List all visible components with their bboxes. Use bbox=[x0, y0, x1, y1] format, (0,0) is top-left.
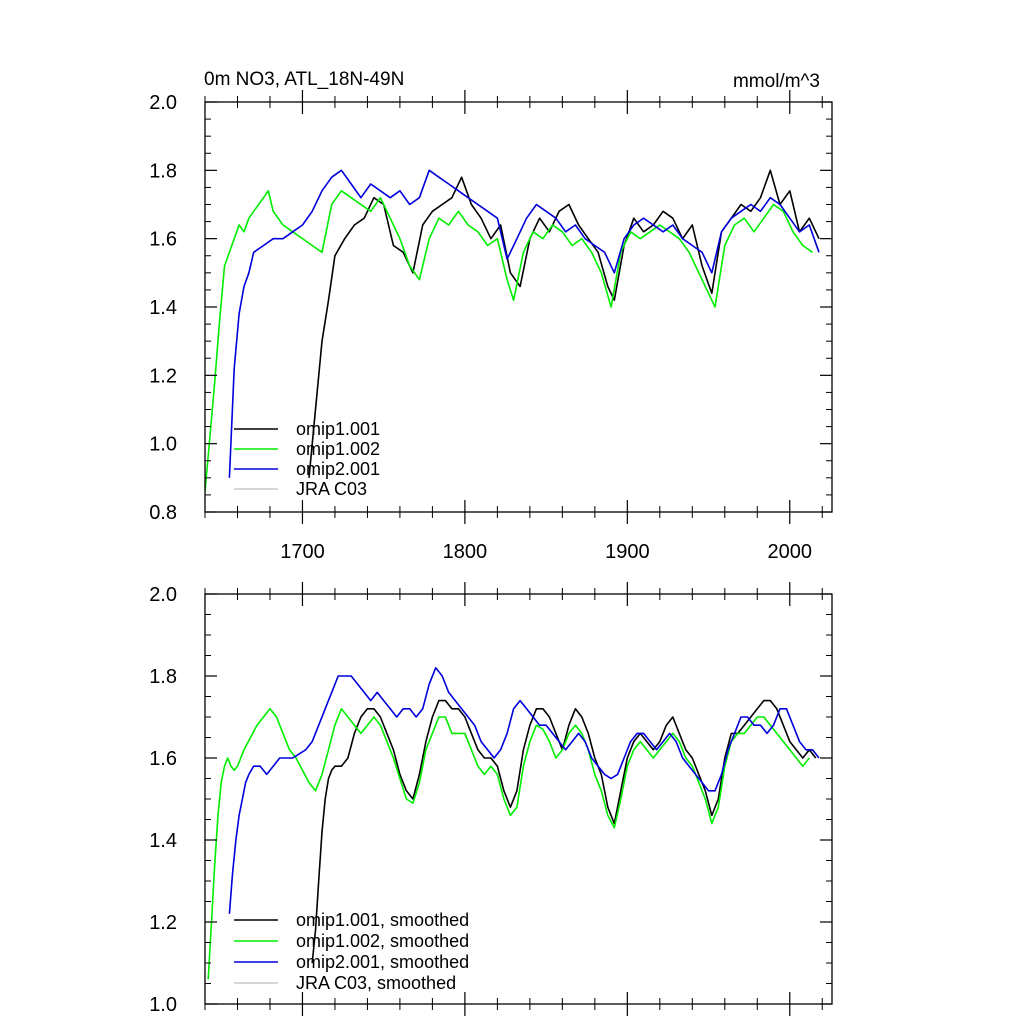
top-panel-series bbox=[205, 169, 820, 492]
legend-label: omip1.001, smoothed bbox=[296, 910, 469, 930]
y-tick-label: 1.6 bbox=[149, 748, 177, 770]
x-tick-label: 1700 bbox=[280, 541, 325, 563]
y-tick-label: 1.0 bbox=[149, 994, 177, 1016]
legend-label: JRA C03, smoothed bbox=[296, 973, 456, 993]
y-tick-label: 1.4 bbox=[149, 830, 177, 852]
y-tick-label: 1.8 bbox=[149, 160, 177, 182]
top-panel-frame bbox=[204, 101, 833, 513]
x-tick-label: 2000 bbox=[768, 541, 813, 563]
x-tick-label: 1900 bbox=[605, 541, 650, 563]
y-tick-label: 1.6 bbox=[149, 229, 177, 251]
series-line-omip1-001-smoothed bbox=[311, 699, 817, 964]
top-panel-units: mmol/m^3 bbox=[733, 71, 820, 92]
top-panel-ticks: 0.8 1.0 1.2 1.4 1.6 1.8 2.0 1700 1800 1900 2000 bbox=[149, 90, 832, 563]
y-tick-label: 2.0 bbox=[149, 584, 177, 606]
top-panel-title: 0m NO3, ATL_18N-49N bbox=[204, 69, 404, 90]
y-tick-label: 1.0 bbox=[149, 434, 177, 456]
bottom-panel-series bbox=[207, 666, 820, 980]
legend-label: omip1.002, smoothed bbox=[296, 931, 469, 951]
top-panel: 0m NO3, ATL_18N-49N mmol/m^3 0.8 1.0 1.2 1.… bbox=[149, 69, 833, 563]
legend-label: JRA C03 bbox=[296, 479, 367, 499]
legend-label: omip2.001, smoothed bbox=[296, 952, 469, 972]
series-line-omip2-001-smoothed bbox=[228, 666, 820, 914]
bottom-panel-ticks: 1.0 1.2 1.4 1.6 1.8 2.0 bbox=[149, 582, 832, 1016]
legend-label: omip2.001 bbox=[296, 459, 380, 479]
y-tick-label: 1.4 bbox=[149, 297, 177, 319]
legend-label: omip1.002 bbox=[296, 439, 380, 459]
y-tick-label: 1.2 bbox=[149, 365, 177, 387]
x-tick-label: 1800 bbox=[443, 541, 488, 563]
y-tick-label: 1.2 bbox=[149, 912, 177, 934]
y-tick-label: 0.8 bbox=[149, 502, 177, 524]
series-line-omip1-002 bbox=[205, 190, 813, 492]
legend-label: omip1.001 bbox=[296, 419, 380, 439]
y-tick-label: 1.8 bbox=[149, 666, 177, 688]
series-line-omip2-001 bbox=[228, 169, 820, 478]
bottom-panel: 1.01.21.41.61.82.0 omip1.001, smoothedom… bbox=[149, 582, 833, 1016]
bottom-panel-frame bbox=[204, 593, 833, 1005]
y-tick-label: 2.0 bbox=[149, 92, 177, 114]
series-line-omip1-002-smoothed bbox=[207, 707, 810, 980]
